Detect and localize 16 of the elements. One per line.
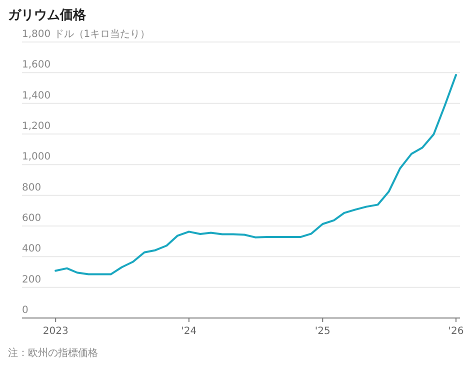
y-tick-label: 1,600	[22, 60, 51, 71]
y-tick-label: 1,800 ドル（1キロ当たり）	[22, 28, 150, 40]
y-tick-label: 0	[22, 305, 28, 316]
y-tick-label: 1,400	[22, 90, 51, 102]
y-tick-label: 1,000	[22, 152, 51, 163]
y-tick-label: 600	[22, 213, 42, 224]
y-tick-label: 200	[22, 274, 42, 286]
x-tick-label: '25	[314, 326, 330, 337]
y-tick-label: 800	[22, 182, 42, 194]
text: 注：欧州の指標価格	[8, 347, 98, 359]
chart-title: ガリウム価格	[8, 8, 87, 23]
x-tick-label: '26	[448, 326, 464, 337]
y-tick-label: 400	[22, 244, 42, 255]
y-tick-label: 1,200	[22, 121, 51, 132]
x-tick-label: 2023	[42, 326, 68, 337]
x-tick-label: '24	[181, 326, 197, 337]
